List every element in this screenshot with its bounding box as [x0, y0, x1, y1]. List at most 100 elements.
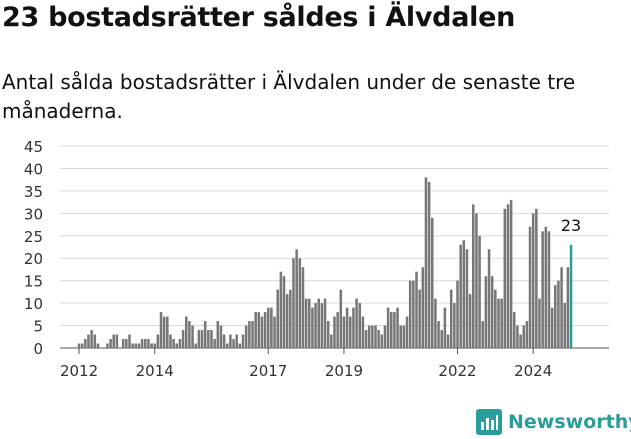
bar	[380, 334, 384, 348]
bar	[421, 267, 425, 348]
bar	[399, 325, 402, 348]
bar	[330, 334, 333, 348]
bar	[320, 303, 324, 348]
bar	[405, 316, 409, 348]
bar	[443, 307, 447, 348]
chart-subtitle: Antal sålda bostadsrätter i Älvdalen und…	[2, 70, 576, 123]
y-tick-label: 25	[24, 228, 43, 246]
bar	[456, 280, 459, 348]
bar	[175, 343, 179, 348]
bar	[535, 208, 538, 348]
bar	[487, 249, 491, 348]
x-tick-label: 2024	[514, 362, 552, 380]
bar	[323, 298, 327, 348]
bar	[159, 312, 163, 348]
bar	[80, 343, 84, 348]
bar	[276, 289, 279, 348]
bar	[229, 334, 232, 348]
bar	[77, 343, 81, 348]
bar	[270, 307, 273, 348]
bar	[84, 339, 87, 348]
bar	[216, 321, 220, 348]
bar	[437, 321, 440, 348]
bar	[544, 226, 548, 348]
bar	[311, 307, 314, 348]
bar	[503, 208, 507, 348]
bar	[128, 334, 131, 348]
y-tick-label: 15	[24, 273, 43, 291]
y-tick-label: 20	[24, 250, 43, 268]
highlight-bar-label: 23	[561, 216, 581, 235]
bar	[336, 312, 339, 348]
bar	[383, 325, 387, 348]
bar	[112, 334, 115, 348]
bar	[235, 334, 238, 348]
bar	[200, 330, 204, 348]
bar	[525, 321, 529, 348]
bar	[162, 316, 166, 348]
bar	[509, 199, 513, 348]
y-tick-label: 35	[24, 183, 43, 201]
newsworthy-icon	[476, 409, 502, 435]
bar	[279, 271, 283, 348]
bar	[377, 330, 380, 348]
x-tick-label: 2012	[60, 362, 98, 380]
bar	[333, 316, 336, 348]
bar	[484, 276, 488, 348]
bar	[462, 240, 466, 348]
bar	[254, 312, 257, 348]
bar	[472, 204, 475, 348]
bar	[106, 343, 109, 348]
bar	[144, 339, 147, 348]
bar	[191, 325, 194, 348]
bar	[181, 330, 185, 348]
bar	[459, 244, 462, 348]
newsworthy-logo[interactable]: Newsworthy	[476, 407, 631, 437]
bar	[393, 312, 396, 348]
bar	[248, 321, 251, 348]
bar	[326, 321, 330, 348]
bar	[260, 316, 264, 348]
bar	[96, 343, 100, 348]
bar	[226, 343, 229, 348]
bar	[207, 330, 210, 348]
bar	[238, 343, 242, 348]
bar	[282, 276, 286, 348]
y-tick-label: 40	[24, 160, 43, 178]
bar	[172, 339, 175, 348]
bar	[289, 289, 292, 348]
x-tick-label: 2017	[249, 362, 287, 380]
bar	[125, 339, 128, 348]
bar	[513, 312, 516, 348]
y-tick-label: 10	[24, 295, 43, 313]
bar	[563, 303, 566, 348]
bar	[440, 330, 443, 348]
bar	[156, 334, 160, 348]
bar	[295, 249, 298, 348]
bar	[131, 343, 134, 348]
bar	[169, 334, 172, 348]
bar	[109, 339, 112, 348]
bar	[446, 334, 450, 348]
bar	[531, 213, 535, 348]
bar	[431, 217, 434, 348]
bar	[150, 343, 153, 348]
page-title: 23 bostadsrätter såldes i Älvdalen	[2, 2, 516, 33]
bar	[478, 235, 481, 348]
bar	[418, 289, 421, 348]
bar	[402, 325, 406, 348]
bar	[560, 267, 563, 348]
bar	[500, 298, 503, 348]
bar	[364, 330, 368, 348]
y-tick-label: 45	[24, 138, 43, 156]
bar	[244, 325, 248, 348]
bar	[213, 339, 216, 348]
bar	[494, 289, 497, 348]
bar	[147, 339, 150, 348]
bar	[427, 181, 431, 348]
x-tick-label: 2014	[136, 362, 174, 380]
bar	[292, 258, 295, 348]
bar	[396, 307, 399, 348]
bar	[267, 307, 270, 348]
bar	[345, 307, 349, 348]
